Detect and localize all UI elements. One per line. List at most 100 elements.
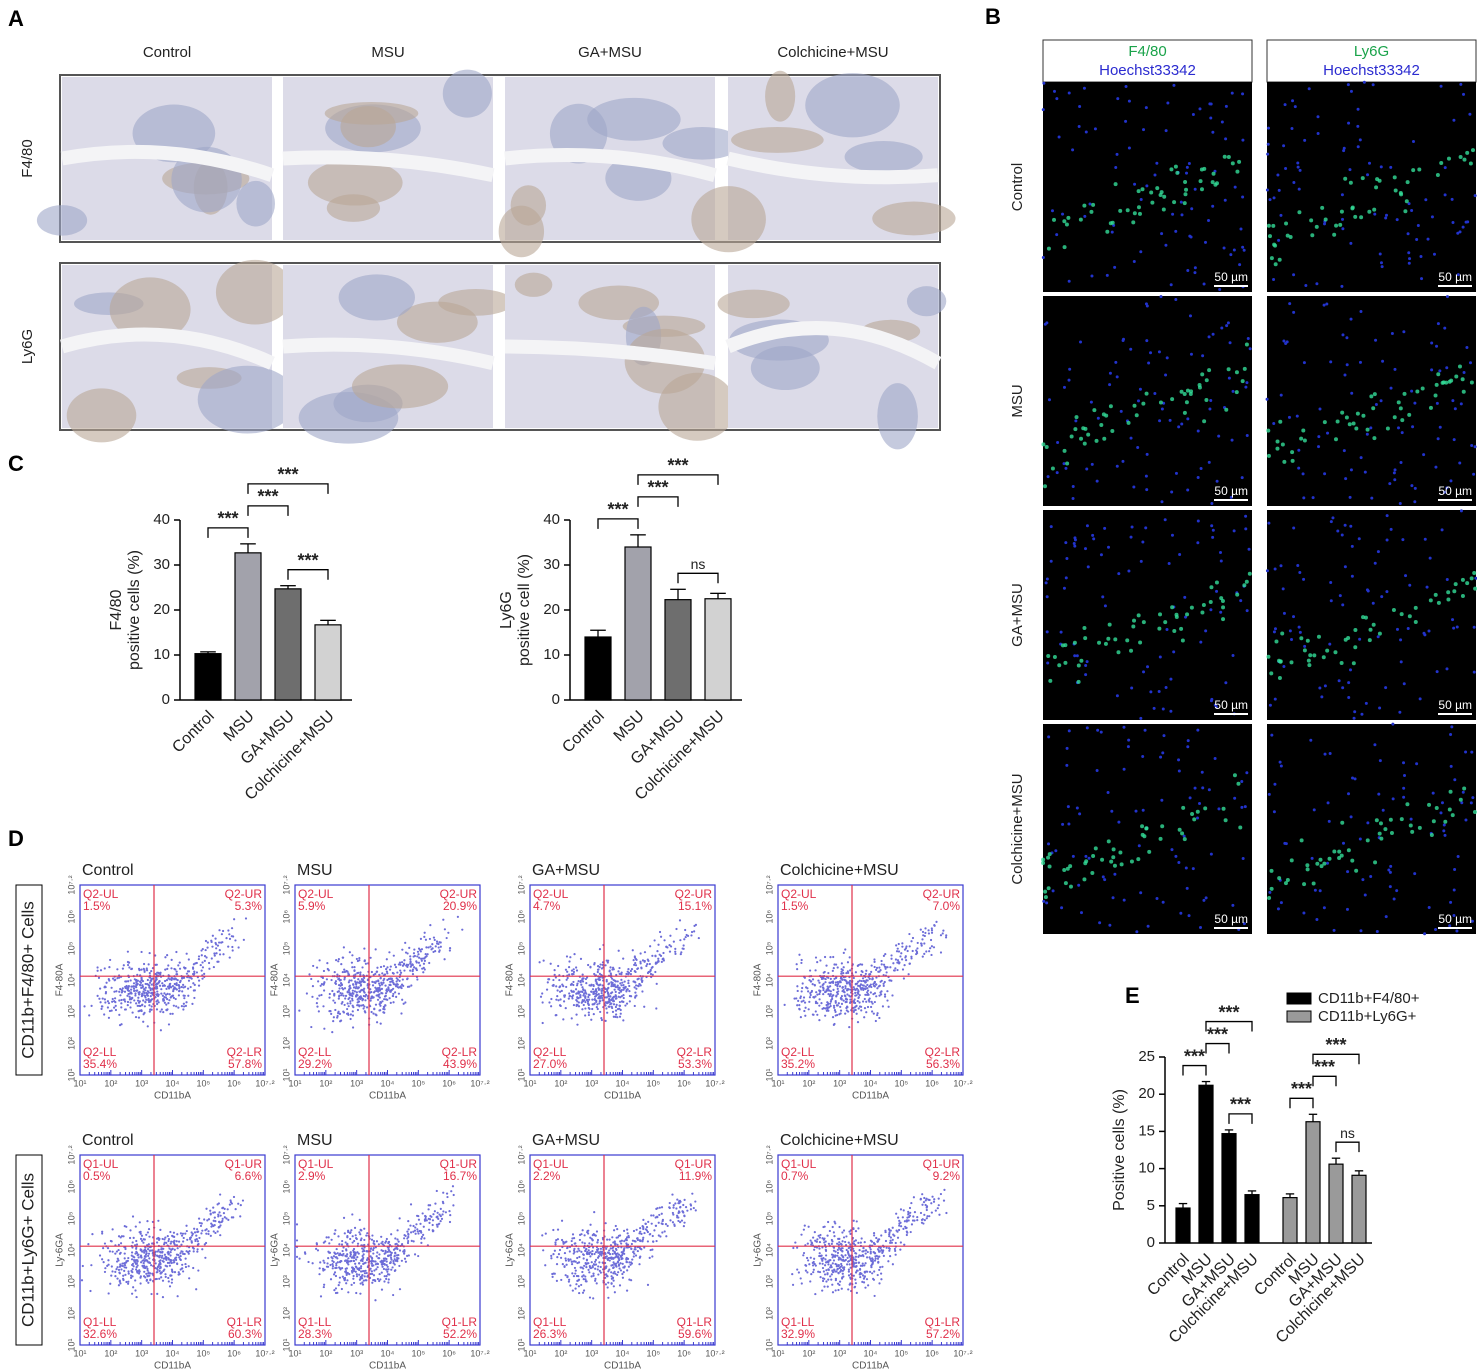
nucleus: [1469, 801, 1473, 805]
nucleus: [1432, 252, 1436, 256]
event-dot: [614, 986, 618, 989]
event-dot: [322, 1259, 325, 1262]
stain: [1043, 895, 1048, 900]
nucleus: [1297, 187, 1301, 191]
event-dot: [173, 1271, 177, 1274]
nucleus: [1389, 864, 1393, 868]
event-dot: [693, 930, 696, 933]
event-dot: [399, 985, 402, 988]
stain: [1234, 390, 1239, 395]
event-dot: [852, 1000, 855, 1003]
event-dot: [876, 1012, 879, 1015]
event-dot: [836, 981, 839, 984]
event-dot: [372, 1246, 375, 1250]
event-dot: [829, 1002, 832, 1005]
event-dot: [352, 1269, 356, 1273]
nucleus: [1398, 710, 1402, 714]
event-dot: [584, 1014, 587, 1017]
event-dot: [358, 1268, 361, 1272]
significance-bracket: [247, 505, 289, 516]
quadrant-percent: 1.5%: [83, 899, 111, 913]
event-dot: [143, 970, 146, 973]
nucleus: [1160, 798, 1164, 802]
event-dot: [882, 954, 886, 957]
event-dot: [921, 938, 924, 941]
event-dot: [144, 1276, 147, 1279]
nucleus: [1343, 373, 1347, 377]
event-dot: [159, 1010, 162, 1013]
event-dot: [369, 999, 372, 1002]
nucleus: [1209, 699, 1213, 703]
stain: [1125, 638, 1130, 643]
event-dot: [439, 945, 442, 948]
y-tick-label: 10⁶: [66, 910, 76, 924]
event-dot: [594, 979, 597, 982]
nucleus: [1246, 336, 1250, 340]
tissue: [662, 127, 743, 160]
nucleus: [1073, 536, 1077, 540]
event-dot: [379, 965, 383, 969]
event-dot: [157, 1248, 160, 1252]
event-dot: [214, 937, 217, 940]
fluorescence-image: [1267, 724, 1476, 934]
stain: [1244, 579, 1249, 584]
event-dot: [140, 950, 143, 954]
event-dot: [576, 1023, 579, 1026]
nucleus: [1385, 590, 1389, 594]
event-dot: [155, 1241, 159, 1244]
event-dot: [177, 1006, 180, 1009]
event-dot: [370, 970, 373, 974]
event-dot: [930, 945, 934, 948]
event-dot: [878, 1016, 881, 1020]
stain: [1367, 209, 1372, 214]
event-dot: [142, 1261, 145, 1265]
stain: [1134, 413, 1139, 418]
x-tick-label: 10⁶: [442, 1078, 456, 1088]
event-dot: [195, 1234, 198, 1237]
event-dot: [634, 981, 637, 984]
event-dot: [123, 1008, 127, 1011]
event-dot: [135, 1243, 139, 1246]
event-dot: [158, 1260, 161, 1263]
nucleus: [1401, 538, 1405, 542]
event-dot: [177, 964, 180, 967]
event-dot: [396, 1229, 399, 1232]
event-dot: [864, 980, 867, 984]
nucleus: [1241, 195, 1245, 199]
event-dot: [88, 1014, 91, 1017]
nucleus: [1055, 471, 1059, 475]
event-dot: [359, 995, 362, 998]
nucleus: [1391, 722, 1395, 726]
event-dot: [150, 1005, 153, 1008]
event-dot: [363, 1005, 366, 1008]
stain: [1221, 605, 1226, 610]
event-dot: [160, 1271, 163, 1274]
event-dot: [148, 1257, 151, 1260]
event-dot: [601, 994, 604, 997]
stain: [1118, 208, 1123, 213]
event-dot: [358, 957, 361, 960]
nucleus: [1282, 611, 1286, 615]
nucleus: [1193, 271, 1197, 275]
event-dot: [316, 1249, 320, 1252]
event-dot: [118, 976, 121, 979]
event-dot: [901, 968, 905, 971]
stain: [1046, 246, 1051, 251]
stain: [1299, 436, 1304, 441]
event-dot: [842, 971, 845, 975]
event-dot: [923, 942, 926, 945]
event-dot: [107, 1259, 110, 1262]
stain: [1361, 615, 1366, 620]
event-dot: [191, 1246, 195, 1249]
nucleus: [1297, 625, 1301, 629]
event-dot: [589, 984, 593, 987]
stain: [1428, 598, 1433, 603]
event-dot: [344, 1270, 348, 1273]
event-dot: [160, 988, 163, 991]
stain: [1118, 850, 1123, 855]
event-dot: [398, 961, 402, 964]
event-dot: [173, 1235, 176, 1239]
event-dot: [311, 995, 314, 998]
nucleus: [1049, 525, 1053, 529]
event-dot: [110, 986, 113, 989]
